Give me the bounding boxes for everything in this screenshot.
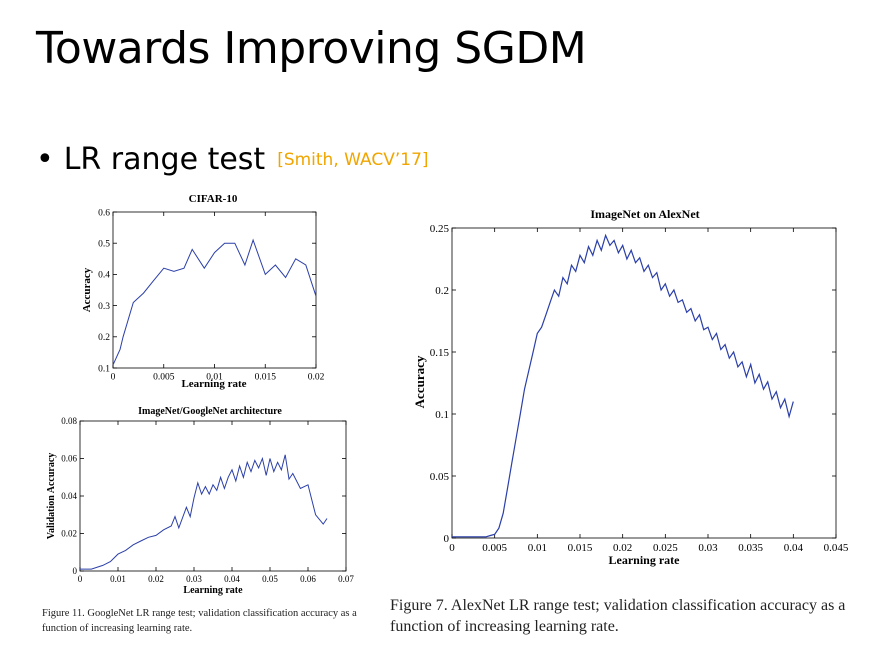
x-tick-label: 0.02 bbox=[148, 574, 164, 584]
y-axis-label: Validation Accuracy bbox=[46, 453, 57, 540]
y-tick-label: 0.05 bbox=[430, 471, 450, 483]
x-tick-label: 0.025 bbox=[653, 542, 678, 554]
y-axis-label: Accuracy bbox=[81, 267, 93, 312]
x-tick-label: 0 bbox=[78, 574, 83, 584]
x-axis-label: Learning rate bbox=[181, 378, 246, 390]
series-line bbox=[452, 233, 794, 538]
bullet-item: • LR range test [Smith, WACV’17] bbox=[36, 140, 429, 180]
y-tick-label: 0 bbox=[73, 566, 78, 576]
y-tick-label: 0.08 bbox=[61, 416, 77, 426]
y-tick-label: 0.1 bbox=[98, 364, 110, 374]
y-tick-label: 0.06 bbox=[61, 454, 77, 464]
x-axis-label: Learning rate bbox=[609, 553, 681, 567]
x-tick-label: 0.02 bbox=[308, 373, 325, 383]
x-tick-label: 0 bbox=[111, 373, 116, 383]
chart-cifar10: CIFAR-10 0.1 0.2 0.3 0.4 0.5 0.6 0 0.005 0.01 0.… bbox=[81, 193, 325, 390]
chart-title: CIFAR-10 bbox=[189, 193, 238, 205]
x-tick-label: 0.02 bbox=[613, 542, 632, 554]
figure-caption-alexnet: Figure 7. AlexNet LR range test; validat… bbox=[390, 597, 846, 635]
x-tick-label: 0.06 bbox=[300, 574, 316, 584]
chart-alexnet: ImageNet on AlexNet 00.050.10.150.20.25 … bbox=[412, 207, 849, 567]
x-tick-label: 0.03 bbox=[186, 574, 202, 584]
x-tick-label: 0.01 bbox=[110, 574, 126, 584]
y-tick-label: 0.6 bbox=[98, 208, 110, 218]
bullet-dot: • bbox=[36, 142, 54, 177]
x-tick-label: 0.01 bbox=[528, 542, 547, 554]
y-tick-label: 0 bbox=[444, 533, 450, 545]
series-line bbox=[112, 238, 317, 366]
x-tick-label: 0.05 bbox=[262, 574, 278, 584]
x-tick-label: 0.045 bbox=[824, 542, 849, 554]
x-axis-label: Learning rate bbox=[183, 585, 243, 596]
y-tick-label: 0.5 bbox=[98, 240, 110, 250]
chart-googlenet: ImageNet/GoogleNet architecture 0 0.02 0.0… bbox=[46, 406, 354, 596]
figure-caption-googlenet: Figure 11. GoogleNet LR range test; vali… bbox=[42, 608, 357, 634]
plot-frame bbox=[112, 211, 317, 369]
chart-title: ImageNet/GoogleNet architecture bbox=[138, 406, 282, 417]
x-tick-label: 0.015 bbox=[255, 373, 277, 383]
x-tick-label: 0.01 bbox=[206, 373, 223, 383]
x-tick-label: 0.04 bbox=[224, 574, 240, 584]
x-tick-label: 0.005 bbox=[153, 373, 175, 383]
series-line bbox=[80, 454, 328, 570]
x-tick-label: 0.04 bbox=[784, 542, 804, 554]
y-tick-label: 0.02 bbox=[61, 529, 77, 539]
y-tick-label: 0.1 bbox=[435, 409, 449, 421]
bullet-text: LR range test bbox=[63, 142, 266, 177]
y-tick-label: 0.25 bbox=[430, 223, 450, 235]
chart-title: ImageNet on AlexNet bbox=[590, 207, 699, 221]
y-tick-label: 0.15 bbox=[430, 347, 450, 359]
x-tick-label: 0.07 bbox=[338, 574, 354, 584]
y-tick-label: 0.04 bbox=[61, 491, 77, 501]
x-tick-label: 0.015 bbox=[568, 542, 593, 554]
y-tick-label: 0.3 bbox=[98, 302, 110, 312]
y-tick-label: 0.4 bbox=[98, 271, 110, 281]
y-axis-label: Accuracy bbox=[412, 355, 427, 408]
y-tick-label: 0.2 bbox=[435, 285, 449, 297]
y-tick-label: 0.2 bbox=[98, 333, 110, 343]
citation-label: [Smith, WACV’17] bbox=[277, 150, 429, 170]
x-tick-label: 0.035 bbox=[738, 542, 763, 554]
slide-title: Towards Improving SGDM bbox=[36, 23, 587, 74]
plot-frame bbox=[79, 420, 347, 572]
x-tick-label: 0.005 bbox=[482, 542, 507, 554]
plot-frame bbox=[451, 227, 837, 539]
x-tick-label: 0 bbox=[449, 542, 455, 554]
x-tick-label: 0.03 bbox=[698, 542, 718, 554]
